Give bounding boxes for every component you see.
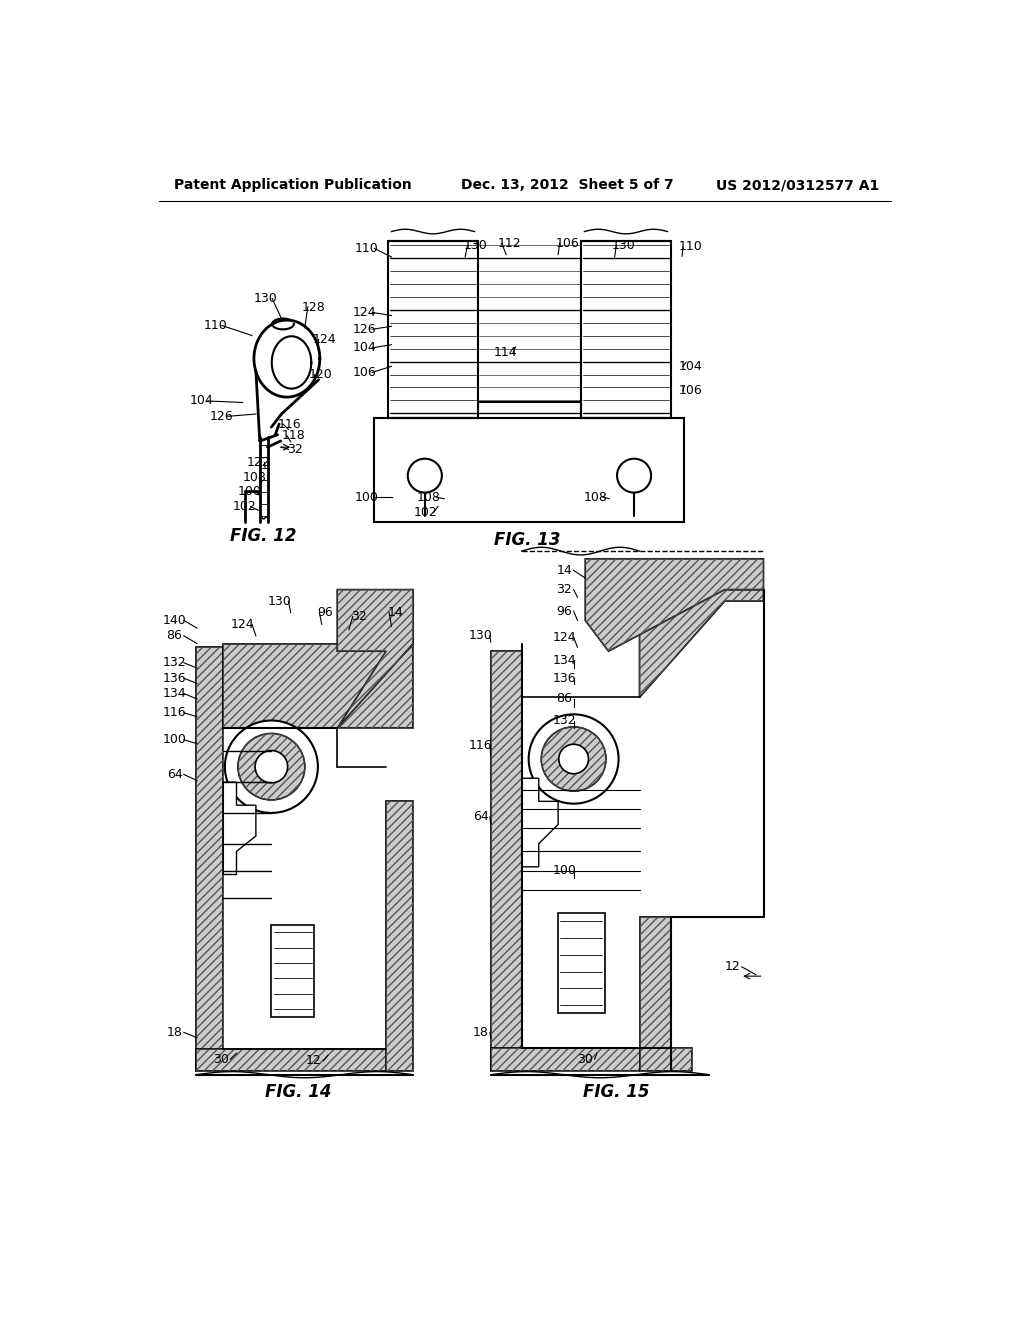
Bar: [640, 917, 671, 1071]
Text: 102: 102: [232, 500, 256, 513]
Circle shape: [559, 744, 589, 774]
Text: 102: 102: [414, 506, 437, 519]
Bar: [197, 1049, 414, 1071]
Text: 106: 106: [352, 366, 376, 379]
Bar: [582, 240, 671, 418]
Text: 132: 132: [163, 656, 186, 669]
Bar: [490, 1048, 692, 1071]
Text: 118: 118: [282, 429, 305, 442]
Text: 116: 116: [278, 417, 301, 430]
Text: 86: 86: [167, 630, 182, 643]
Bar: [223, 644, 414, 729]
Text: 104: 104: [352, 342, 376, 354]
Text: 108: 108: [417, 491, 440, 504]
Text: 32: 32: [556, 583, 572, 597]
Text: 96: 96: [317, 606, 334, 619]
Text: 14: 14: [387, 606, 403, 619]
Text: 114: 114: [494, 346, 517, 359]
Circle shape: [528, 714, 618, 804]
Text: FIG. 14: FIG. 14: [265, 1082, 332, 1101]
Text: 136: 136: [163, 672, 186, 685]
Text: 116: 116: [469, 739, 493, 751]
Polygon shape: [223, 781, 256, 875]
Text: 122: 122: [247, 455, 270, 469]
Text: 130: 130: [267, 594, 291, 607]
Bar: [490, 1048, 692, 1071]
Text: 104: 104: [679, 360, 702, 372]
Text: 12: 12: [306, 1055, 322, 1068]
Text: 32: 32: [351, 610, 367, 623]
Text: 124: 124: [230, 618, 255, 631]
Text: 134: 134: [553, 653, 577, 667]
Text: 106: 106: [556, 236, 580, 249]
Text: 30: 30: [213, 1053, 229, 1065]
Text: US 2012/0312577 A1: US 2012/0312577 A1: [717, 178, 880, 193]
Text: 14: 14: [556, 564, 572, 577]
Text: Dec. 13, 2012  Sheet 5 of 7: Dec. 13, 2012 Sheet 5 of 7: [461, 178, 674, 193]
Text: 126: 126: [352, 323, 376, 335]
Text: 108: 108: [243, 471, 266, 483]
Bar: [386, 801, 414, 1071]
Circle shape: [238, 734, 305, 800]
Text: 86: 86: [556, 693, 572, 705]
Text: 18: 18: [473, 1026, 488, 1039]
Text: 110: 110: [679, 240, 702, 253]
Bar: [558, 913, 604, 1014]
Text: 124: 124: [553, 631, 577, 644]
Text: 64: 64: [473, 810, 488, 824]
Text: 104: 104: [189, 395, 213, 408]
Text: FIG. 12: FIG. 12: [230, 527, 297, 545]
Text: 134: 134: [163, 686, 186, 700]
Text: 120: 120: [308, 367, 332, 380]
Bar: [388, 240, 477, 418]
Bar: [490, 651, 521, 1071]
Bar: [271, 924, 314, 1016]
Bar: [223, 644, 414, 729]
Circle shape: [542, 727, 606, 791]
Text: 32: 32: [287, 444, 302, 455]
Text: Patent Application Publication: Patent Application Publication: [174, 178, 413, 193]
Text: 132: 132: [553, 714, 577, 727]
Text: 126: 126: [209, 409, 232, 422]
Bar: [197, 1049, 414, 1071]
Bar: [490, 651, 521, 1071]
Bar: [375, 418, 684, 521]
Polygon shape: [521, 779, 558, 867]
Bar: [386, 801, 414, 1071]
Text: 100: 100: [163, 733, 186, 746]
Text: 110: 110: [355, 242, 379, 255]
Text: FIG. 13: FIG. 13: [494, 531, 560, 549]
Text: 96: 96: [556, 605, 572, 618]
Text: FIG. 15: FIG. 15: [583, 1082, 649, 1101]
Text: 110: 110: [204, 319, 227, 333]
Bar: [640, 917, 671, 1071]
Text: 116: 116: [163, 706, 186, 719]
Polygon shape: [640, 590, 764, 697]
Circle shape: [255, 751, 288, 783]
Text: 108: 108: [584, 491, 607, 504]
Bar: [197, 647, 223, 1071]
Text: 124: 124: [312, 333, 336, 346]
Polygon shape: [337, 590, 414, 729]
Text: 140: 140: [163, 614, 186, 627]
Text: 128: 128: [302, 301, 326, 314]
Text: 112: 112: [498, 236, 521, 249]
Text: 100: 100: [354, 491, 379, 504]
Text: 130: 130: [469, 630, 493, 643]
Text: 130: 130: [254, 292, 278, 305]
Text: 12: 12: [725, 961, 740, 973]
Text: 64: 64: [167, 768, 182, 781]
Polygon shape: [586, 558, 764, 651]
Circle shape: [225, 721, 317, 813]
Text: 30: 30: [578, 1053, 593, 1065]
Text: 124: 124: [352, 306, 376, 319]
Text: 106: 106: [679, 384, 702, 397]
Text: 136: 136: [553, 672, 577, 685]
Text: 100: 100: [552, 865, 577, 878]
Text: 130: 130: [612, 239, 636, 252]
Text: 130: 130: [463, 239, 487, 252]
Text: 100: 100: [238, 486, 261, 499]
Text: 18: 18: [167, 1026, 182, 1039]
Bar: [197, 647, 223, 1071]
